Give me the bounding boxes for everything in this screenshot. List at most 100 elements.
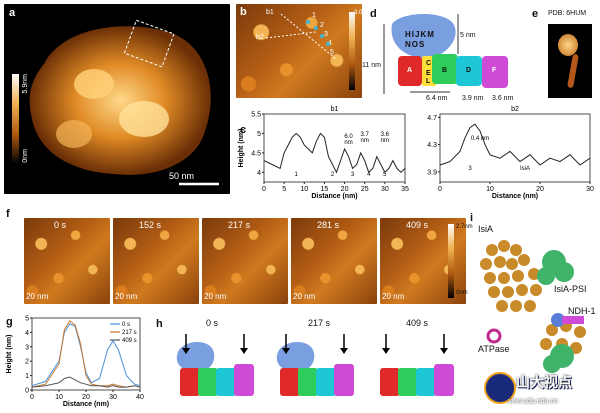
panel-a-colorbar-top: 5.9nm	[22, 74, 29, 94]
x-axis-label: Distance (nm)	[492, 193, 538, 200]
panel-c-label: c	[240, 124, 247, 136]
series-line-0	[439, 123, 591, 166]
panel-i-membrane	[480, 240, 586, 373]
series-line-1	[31, 320, 141, 388]
panel-i-ndh: NDH-1	[568, 306, 596, 316]
panel-d-structure	[383, 13, 508, 94]
panel-h-label: h	[156, 318, 163, 330]
y-tick-label: 4.5	[251, 150, 261, 157]
panel-d-subunit-e: E	[426, 70, 431, 77]
panel-d-dim-64: 6.4 nm	[426, 95, 448, 102]
panel-f-time-3: 281 s	[317, 220, 340, 230]
panel-f-time-0: 0 s	[54, 220, 67, 230]
y-tick-label: 4.3	[427, 142, 437, 149]
x-tick-label: 35	[401, 186, 409, 193]
panel-f-label: f	[6, 208, 10, 220]
panel-i-isia-psi: IsiA-PSI	[554, 284, 587, 294]
panel-h-time-1: 217 s	[308, 318, 331, 328]
panel-e-pdb: PDB: 6HUM	[548, 10, 587, 17]
panel-f-frame-2: 217 s 20 nm	[202, 218, 288, 304]
panel-b-lines	[265, 13, 337, 60]
y-tick-label: 5.5	[251, 112, 261, 119]
chart-frame	[439, 113, 591, 183]
panel-a-colorbar	[12, 74, 19, 164]
x-tick-label: 10	[300, 186, 308, 193]
panel-a-afm-image: a 50 nm 5.9nm 0nm	[4, 4, 230, 194]
chart-frame	[263, 113, 406, 183]
y-tick-label: 4	[257, 170, 261, 177]
x-tick-label: 20	[536, 186, 544, 193]
panel-d-subunit-c: C	[426, 60, 432, 67]
watermark-circle-icon	[484, 372, 516, 404]
panel-g-label: g	[6, 316, 13, 328]
chart-title: b2	[511, 106, 519, 113]
x-tick-label: 0	[30, 394, 34, 401]
panel-b-mark-b2: b2	[256, 34, 264, 41]
y-axis-label: Height (nm)	[6, 335, 13, 374]
legend-entry: 217 s	[122, 330, 137, 336]
annotation: 3	[351, 172, 355, 178]
panel-b-label: b	[240, 6, 247, 18]
panel-d-subunit-d: D	[466, 67, 472, 74]
panel-a-colorbar-bottom: 0nm	[22, 149, 29, 163]
panel-a-molecule	[29, 19, 219, 186]
panel-a-scalebar-label: 50 nm	[169, 171, 195, 181]
y-tick-label: 2	[25, 359, 29, 366]
chart-g: 0 10 20 30 40 0 1 2 3 4 5 Distance (nm) Height (nm) 0…	[6, 316, 144, 409]
y-tick-label: 5	[25, 316, 29, 323]
panel-f-scale-3: 20 nm	[293, 292, 316, 301]
x-tick-label: 10	[55, 394, 63, 401]
panel-d-subunit-l: L	[426, 78, 431, 85]
panel-b-mark-2: 2	[320, 22, 324, 29]
x-tick-label: 0	[262, 186, 266, 193]
chart-title: b1	[331, 106, 339, 113]
y-tick-label: 3.9	[427, 169, 437, 176]
y-tick-label: 0	[25, 388, 29, 395]
annotation: IsiA	[520, 166, 530, 172]
x-tick-label: 15	[321, 186, 329, 193]
panel-i: IsiA IsiA-PSI NDH-1 ATPase	[472, 220, 596, 390]
x-tick-label: 30	[109, 394, 117, 401]
panel-d-top-letters: HIJKM	[405, 30, 435, 39]
annotation: 6.0	[344, 134, 353, 140]
panel-d-subunit-f: F	[492, 67, 497, 74]
panel-f-strip: 0 s 20 nm 152 s 20 nm 217 s 20 nm 281 s …	[24, 218, 466, 304]
panel-f-frame-3: 281 s 20 nm	[291, 218, 377, 304]
annotation: nm	[381, 138, 389, 144]
panel-b-mark-b1: b1	[266, 9, 274, 16]
panel-b-afm-image: b b1 b2 1 2 3 4 5	[236, 4, 362, 98]
panel-e-image	[548, 24, 592, 98]
annotation: nm	[361, 138, 369, 144]
y-tick-label: 3	[25, 344, 29, 351]
y-tick-label: 1	[25, 373, 29, 380]
y-axis-label: Height (nm)	[238, 129, 245, 168]
panel-b-colorbar-top: 3.0nm	[354, 10, 371, 16]
panel-b-colorbar	[349, 12, 355, 90]
panel-h-time-0: 0 s	[206, 318, 219, 328]
panel-i-atpase: ATPase	[478, 344, 510, 354]
annotation: 1	[295, 172, 299, 178]
x-tick-label: 40	[136, 394, 144, 401]
panel-d-dim-11: 11 nm	[362, 62, 381, 69]
panel-d-label: d	[370, 8, 377, 20]
panel-d-subunit-b: B	[442, 67, 448, 74]
x-tick-label: 25	[361, 186, 369, 193]
panel-h-structures	[176, 334, 454, 396]
annotation: 2	[331, 172, 335, 178]
panel-f-time-1: 152 s	[139, 220, 162, 230]
annotation: 3.6	[381, 132, 390, 138]
y-tick-label: 4	[25, 330, 29, 337]
panel-e-label: e	[532, 8, 539, 20]
x-tick-label: 5	[282, 186, 286, 193]
panel-i-isia: IsiA	[478, 224, 494, 234]
annotation: 3.7	[361, 132, 370, 138]
panel-f-colorbar	[448, 224, 454, 298]
x-tick-label: 20	[341, 186, 349, 193]
panel-b-mark-4: 4	[328, 40, 332, 47]
panel-e: e PDB: 6HUM	[532, 4, 596, 100]
panel-f-colorbar-bottom: 0nm	[456, 290, 468, 296]
panel-h-time-2: 409 s	[406, 318, 429, 328]
panel-f-colorbar-top: 2.7nm	[456, 224, 473, 230]
x-tick-label: 0	[438, 186, 442, 193]
